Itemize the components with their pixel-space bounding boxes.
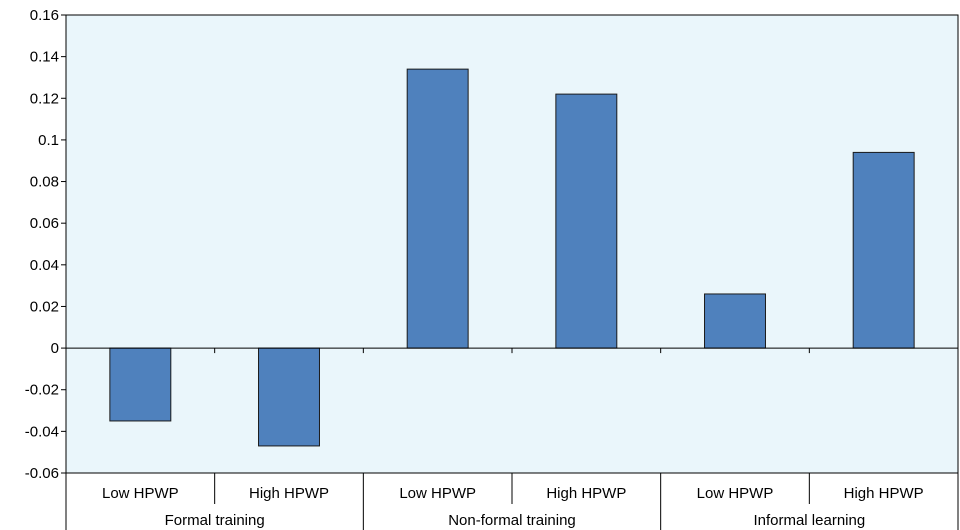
group-label: Informal learning xyxy=(753,512,865,529)
bar xyxy=(852,151,915,349)
category-label: High HPWP xyxy=(546,485,626,502)
bar xyxy=(109,347,172,422)
category-label: High HPWP xyxy=(844,485,924,502)
category-label: High HPWP xyxy=(249,485,329,502)
y-axis: 0.16 0.14 0.12 0.1 0.08 0.06 0.04 0.02 0 -0.02 -0.… xyxy=(25,7,66,482)
bars xyxy=(109,68,915,447)
y-tick-label: 0.02 xyxy=(30,298,59,315)
y-tick-label: 0 xyxy=(51,340,59,357)
plot-area xyxy=(65,14,959,474)
y-tick-label: 0.04 xyxy=(30,257,59,274)
y-tick-label: -0.04 xyxy=(25,423,59,440)
y-tick-label: 0.06 xyxy=(30,215,59,232)
bar xyxy=(258,347,320,447)
y-tick-label: 0.14 xyxy=(30,49,59,66)
category-label: Low HPWP xyxy=(697,485,774,502)
y-tick-label: 0.1 xyxy=(38,132,59,149)
x-axis: Low HPWP High HPWP Formal training Low HPWP… xyxy=(65,348,959,530)
y-tick-label: -0.06 xyxy=(25,465,59,482)
y-tick-label: -0.02 xyxy=(25,382,59,399)
category-label: Low HPWP xyxy=(102,485,179,502)
bar xyxy=(406,68,469,349)
category-label: Low HPWP xyxy=(399,485,476,502)
group-label: Formal training xyxy=(165,512,265,529)
group-label: Non-formal training xyxy=(448,512,576,529)
bar xyxy=(704,293,766,349)
y-tick-label: 0.16 xyxy=(30,7,59,24)
y-tick-label: 0.08 xyxy=(30,174,59,191)
y-tick-label: 0.12 xyxy=(30,90,59,107)
bar xyxy=(555,93,618,349)
